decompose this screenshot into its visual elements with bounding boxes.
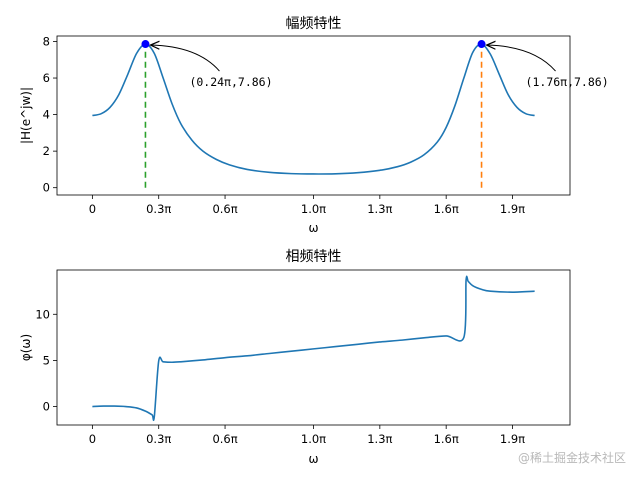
y-tick-label: 8 bbox=[43, 34, 50, 48]
x-tick-label: 0 bbox=[89, 202, 96, 216]
chart-title: 相频特性 bbox=[286, 249, 342, 265]
annotation-arrow bbox=[487, 45, 556, 72]
series-line bbox=[92, 43, 535, 175]
peak-annotation: (0.24π,7.86) bbox=[189, 75, 272, 89]
y-tick-label: 5 bbox=[43, 353, 50, 367]
annotation-arrow bbox=[150, 45, 220, 72]
x-tick-label: 1.0π bbox=[301, 202, 326, 216]
x-tick-label: 0.6π bbox=[212, 432, 237, 446]
plot-frame bbox=[56, 269, 571, 426]
x-tick-label: 1.6π bbox=[434, 432, 459, 446]
series-line bbox=[92, 275, 535, 421]
watermark: @稀土掘金技术社区 bbox=[517, 451, 626, 465]
x-axis-label: ω bbox=[308, 221, 318, 235]
peak-marker bbox=[141, 40, 150, 49]
y-axis-label: φ(ω) bbox=[19, 334, 33, 361]
y-tick-label: 4 bbox=[43, 108, 50, 122]
peak-marker bbox=[477, 40, 486, 49]
y-tick-label: 0 bbox=[43, 181, 50, 195]
x-tick-label: 0.3π bbox=[146, 432, 171, 446]
x-axis-label: ω bbox=[308, 452, 318, 466]
y-axis-label: |H(e^jw)| bbox=[19, 87, 33, 144]
chart-title: 幅频特性 bbox=[286, 16, 342, 32]
x-tick-label: 1.3π bbox=[367, 202, 392, 216]
x-tick-label: 1.9π bbox=[500, 432, 525, 446]
y-tick-label: 6 bbox=[43, 71, 50, 85]
y-tick-label: 2 bbox=[43, 144, 50, 158]
x-tick-label: 1.9π bbox=[500, 202, 525, 216]
x-tick-label: 1.0π bbox=[301, 432, 326, 446]
x-tick-label: 0.6π bbox=[212, 202, 237, 216]
peak-annotation: (1.76π,7.86) bbox=[526, 75, 609, 89]
x-tick-label: 0.3π bbox=[146, 202, 171, 216]
x-tick-label: 1.3π bbox=[367, 432, 392, 446]
y-tick-label: 10 bbox=[35, 307, 50, 321]
x-tick-label: 1.6π bbox=[434, 202, 459, 216]
x-tick-label: 0 bbox=[89, 432, 96, 446]
y-tick-label: 0 bbox=[43, 400, 50, 414]
